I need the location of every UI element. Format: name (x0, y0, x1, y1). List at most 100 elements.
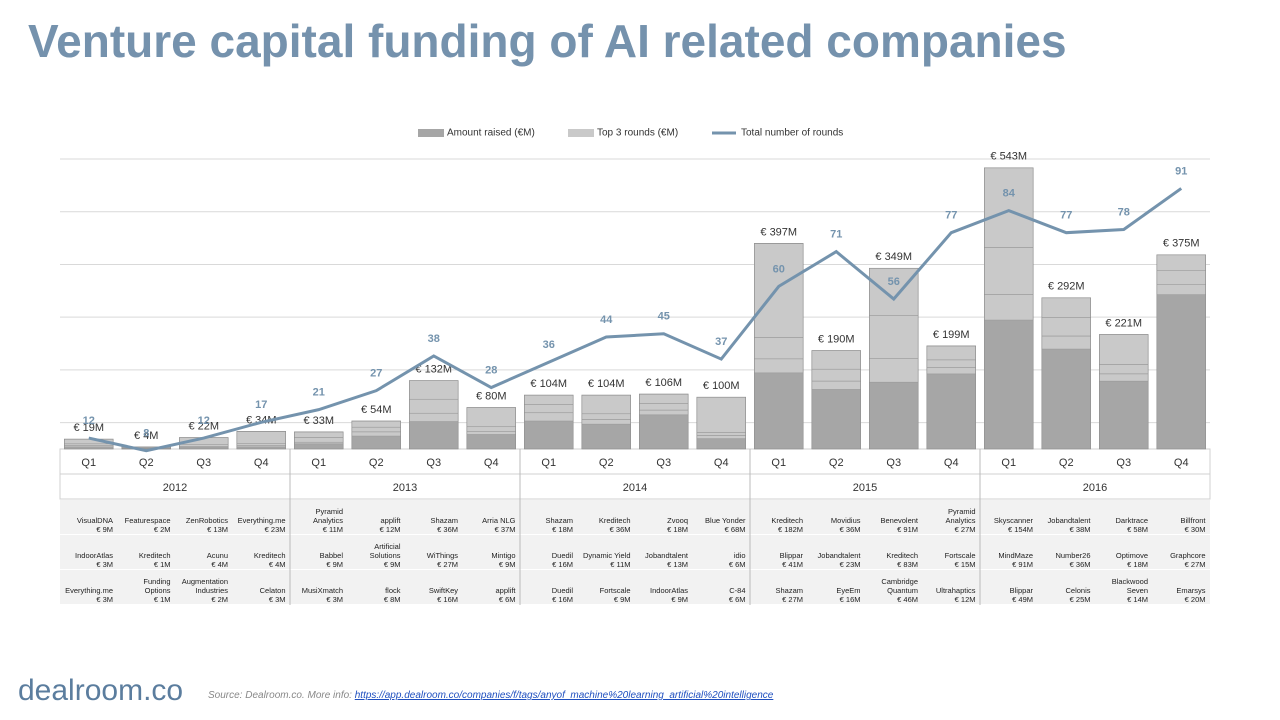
top-round-segment (524, 404, 574, 414)
deal-cell: Arria NLG € 37M (463, 500, 520, 534)
top-round-segment (64, 445, 114, 448)
deal-cell: Everything.me € 23M (233, 500, 290, 534)
deal-amount: € 23M (839, 560, 861, 569)
deal-cell: Jobandtalent € 13M (635, 535, 692, 569)
deal-amount: € 27M (1184, 560, 1206, 569)
bar-value-label: € 106M (645, 377, 682, 389)
deal-amount: € 3M (268, 595, 286, 604)
top-round-segment (639, 403, 689, 411)
deal-name: Artificial Solutions (369, 542, 401, 560)
deal-cell: Babbel € 9M (290, 535, 347, 569)
deal-name: MindMaze (998, 551, 1033, 560)
deal-name: Ultrahaptics (935, 586, 976, 595)
deal-cell: Blackwood Seven € 14M (1095, 570, 1152, 604)
x-tick-label: Q1 (771, 457, 786, 469)
top-round-segment (179, 444, 229, 447)
deal-cell: C-84 € 6M (693, 570, 750, 604)
deal-cell: ZenRobotics € 13M (175, 500, 232, 534)
bar-value-label: € 104M (588, 378, 625, 390)
x-tick-label: Q2 (1059, 457, 1074, 469)
deal-name: Arria NLG (482, 516, 516, 525)
deal-amount: € 91M (897, 525, 918, 534)
deal-name: Dynamic Yield (582, 551, 631, 560)
legend-swatch (568, 129, 594, 137)
deal-amount: € 68M (724, 525, 746, 534)
deal-name: Number26 (1055, 551, 1091, 560)
deal-amount: € 18M (667, 525, 688, 534)
top-round-segment (409, 380, 459, 400)
top-round-segment (869, 267, 919, 316)
deal-cell: Featurespace € 2M (118, 500, 175, 534)
deal-cell: Fortscale € 15M (923, 535, 980, 569)
top-round-segment (524, 412, 574, 422)
deal-name: Optimove (1115, 551, 1148, 560)
deal-name: MusiXmatch (301, 586, 343, 595)
rounds-label: 77 (945, 210, 957, 222)
top-round-segment (466, 431, 516, 435)
bar-outline (236, 431, 286, 450)
deal-name: IndoorAtlas (650, 586, 688, 595)
x-tick-label: Q3 (426, 457, 441, 469)
top-round-segment (1156, 270, 1206, 285)
deal-cell: Zvooq € 18M (635, 500, 692, 534)
deal-amount: € 154M (1007, 525, 1033, 534)
rounds-label: 36 (543, 339, 555, 351)
deal-amount: € 8M (383, 595, 401, 604)
deal-name: Jobandtalent (817, 551, 861, 560)
deal-cell: Kreditech € 182M (750, 500, 807, 534)
deal-cell: Optimove € 18M (1095, 535, 1152, 569)
deal-name: Fortscale (599, 586, 631, 595)
rounds-label: 91 (1175, 165, 1187, 177)
deal-amount: € 41M (782, 560, 803, 569)
source-link[interactable]: https://app.dealroom.co/companies/f/tags… (354, 690, 774, 701)
top-round-segment (984, 167, 1034, 248)
rounds-label: 84 (1003, 187, 1016, 199)
deal-cell: Mintigo € 9M (463, 535, 520, 569)
rounds-label: 60 (773, 263, 785, 275)
deal-amount: € 2M (153, 525, 171, 534)
deal-amount: € 9M (383, 560, 401, 569)
x-tick-label: Q1 (541, 457, 556, 469)
deal-cell: Jobandtalent € 23M (808, 535, 865, 569)
deal-name: flock (385, 586, 401, 595)
bar-outline (754, 243, 804, 450)
deal-amount: € 27M (954, 525, 976, 534)
deal-amount: € 14M (1127, 595, 1148, 604)
rounds-label: 44 (600, 314, 613, 326)
top-round-segment (754, 337, 804, 360)
bar-value-label: € 375M (1163, 238, 1200, 250)
bar-outline (581, 394, 631, 450)
bar-value-label: € 221M (1105, 317, 1142, 329)
top-round-segment (351, 426, 401, 433)
bar-outline (294, 431, 344, 450)
deal-name: Shazam (545, 516, 573, 525)
top-round-segment (1041, 317, 1091, 337)
deal-name: Kreditech (886, 551, 918, 560)
bar-value-label: € 132M (415, 364, 452, 376)
deal-cell: Acunu € 4M (175, 535, 232, 569)
deal-cell: Ultrahaptics € 12M (923, 570, 980, 604)
deal-cell: SwiftKey € 16M (405, 570, 462, 604)
deal-cell: Emarsys € 20M (1153, 570, 1210, 604)
x-tick-label: Q2 (139, 457, 154, 469)
deal-amount: € 23M (264, 525, 286, 534)
deal-amount: € 16M (839, 595, 861, 604)
deal-name: SwiftKey (428, 586, 458, 595)
table-row-bg (60, 570, 1210, 604)
top-round-segment (1041, 335, 1091, 350)
year-label: 2014 (623, 482, 647, 494)
deal-amount: € 11M (322, 525, 343, 534)
deal-cell: Kreditech € 36M (578, 500, 635, 534)
legend-label: Total number of rounds (741, 128, 843, 139)
top-round-segment (236, 445, 286, 448)
top-round-segment (524, 394, 574, 405)
deal-name: Funding Options (143, 577, 171, 595)
deal-cell: Celonis € 25M (1038, 570, 1095, 604)
deal-name: Celaton (259, 586, 286, 595)
top-round-segment (1099, 373, 1149, 382)
deal-name: idio (733, 551, 746, 560)
top-round-segment (1156, 284, 1206, 295)
rounds-label: 71 (830, 229, 842, 241)
deal-amount: € 9M (671, 595, 688, 604)
